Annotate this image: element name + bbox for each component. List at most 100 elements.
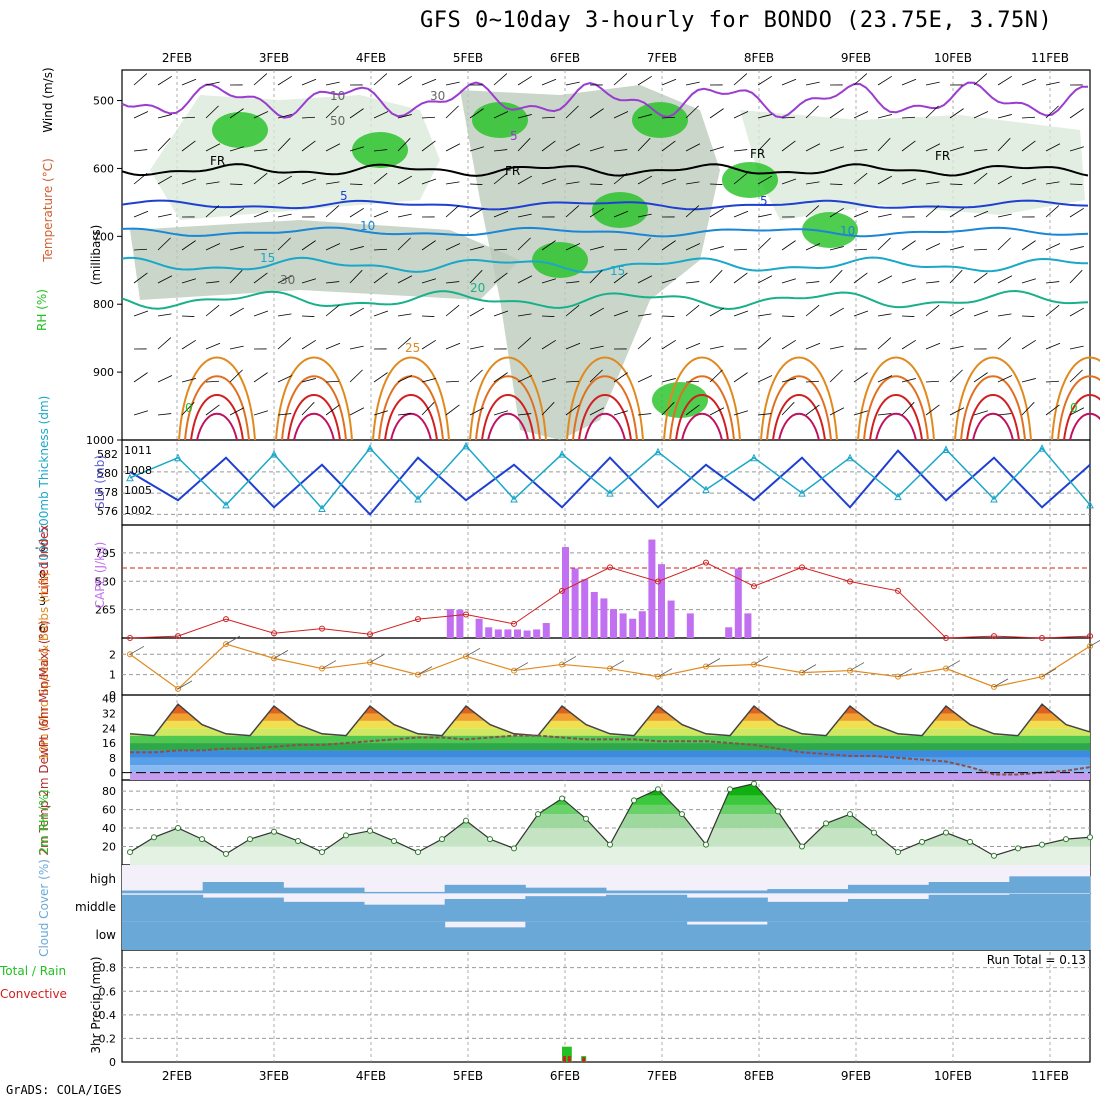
wind-barb (685, 105, 699, 119)
rh-shading-area (740, 110, 1085, 220)
thickness-line (129, 444, 1091, 510)
wind-barb (613, 310, 629, 317)
wind-barb (897, 668, 913, 678)
wind-barb (133, 172, 148, 185)
wind-barb (709, 369, 723, 383)
wind-barb (637, 313, 652, 317)
wind-barb (421, 278, 437, 284)
wind-barb (565, 81, 580, 86)
precip-total-bar (566, 1046, 572, 1062)
cape-tick: 795 (95, 547, 116, 560)
wind-barb (373, 210, 389, 218)
cape-bar (446, 609, 454, 638)
wind-barb (493, 210, 509, 218)
cloud-bar (444, 884, 526, 894)
wind-barb (565, 342, 581, 350)
wind-barb (637, 213, 652, 218)
thickness-marker (558, 450, 566, 458)
wind-barb (685, 205, 700, 218)
wind-speed-marker (943, 665, 949, 672)
lifted-index-marker (847, 578, 853, 585)
cape-bar (475, 618, 483, 638)
wind-barb (877, 237, 891, 251)
lifted-index-marker (367, 631, 373, 638)
contour-label: 25 (405, 341, 420, 355)
wind-barb (541, 116, 556, 119)
wind-barb (1069, 345, 1084, 350)
rh-marker (751, 780, 757, 787)
cape-bar (629, 618, 637, 638)
wind-barb (973, 248, 988, 251)
date-label-top: 7FEB (647, 51, 677, 65)
wind-barb (853, 210, 869, 218)
wind-barb (421, 339, 436, 350)
cloud-bar (283, 901, 365, 922)
temp-tick: 0 (109, 767, 116, 780)
wind-barb (685, 304, 700, 317)
date-label-bottom: 2FEB (162, 1069, 192, 1083)
rh-marker (487, 836, 493, 843)
wind-barb (925, 205, 940, 218)
wind-barb (853, 149, 868, 152)
wind-barb (829, 307, 845, 317)
axis-labels: Wind (m/s) Temperature (°C) (millibars) RH … (0, 67, 107, 1053)
rh-marker (679, 811, 685, 818)
rh-high-area (532, 242, 588, 278)
wind-barb (901, 140, 916, 152)
wind-barb (541, 339, 556, 350)
wind-barb (781, 315, 795, 317)
wind-barb (853, 372, 868, 383)
wind-barb (801, 664, 817, 673)
temp-band (130, 772, 1090, 780)
wind-barb (445, 243, 461, 251)
wind-barb (685, 404, 700, 416)
boundary-layer-contour (196, 412, 238, 441)
wind-barb (925, 342, 941, 350)
wind-barb (301, 378, 316, 383)
boundary-layer-contour (481, 394, 535, 441)
ytick-label: 500 (93, 95, 114, 108)
rh-tick: 40 (102, 822, 116, 835)
boundary-layer-contour (487, 412, 529, 441)
wind-barb (277, 213, 292, 218)
rh-high-area (722, 162, 778, 198)
wind-barb (661, 378, 676, 383)
wind-barb (901, 315, 915, 317)
date-label-top: 8FEB (744, 51, 774, 65)
wind-barb (853, 111, 869, 119)
wind-barb (757, 337, 772, 350)
wind-barb (901, 240, 916, 251)
wind-barb (877, 114, 892, 119)
wind-barb (733, 410, 749, 416)
wind-barb (637, 337, 652, 350)
cloud-bar (364, 904, 446, 922)
rh-marker (607, 841, 613, 848)
rh-marker (559, 795, 565, 802)
dewpoint-line (130, 734, 1091, 776)
thickness-marker (1086, 500, 1094, 509)
wind-barb (445, 304, 460, 317)
wind-barb (517, 114, 532, 119)
lifted-index-line (129, 562, 1091, 639)
cloud-bar (364, 891, 446, 894)
wind-barb (349, 246, 364, 251)
wind-speed-marker (799, 669, 805, 676)
wind-barb (805, 304, 820, 317)
slp-line (129, 449, 1091, 516)
date-label-bottom: 11FEB (1031, 1069, 1069, 1083)
contour-label: 20 (470, 281, 485, 295)
boundary-layer-contour (766, 375, 832, 441)
wind-barb (445, 281, 460, 284)
wind-barb (469, 108, 484, 119)
wind-barb (1045, 404, 1060, 416)
wind-barb (565, 181, 580, 185)
rh-marker (655, 786, 661, 793)
wind-barb (661, 240, 676, 251)
wind-barb (925, 304, 940, 317)
wind-barb (205, 105, 219, 119)
precip-tick: 0.8 (99, 962, 117, 975)
wind-barb (925, 404, 940, 416)
wind-barb (757, 75, 772, 86)
